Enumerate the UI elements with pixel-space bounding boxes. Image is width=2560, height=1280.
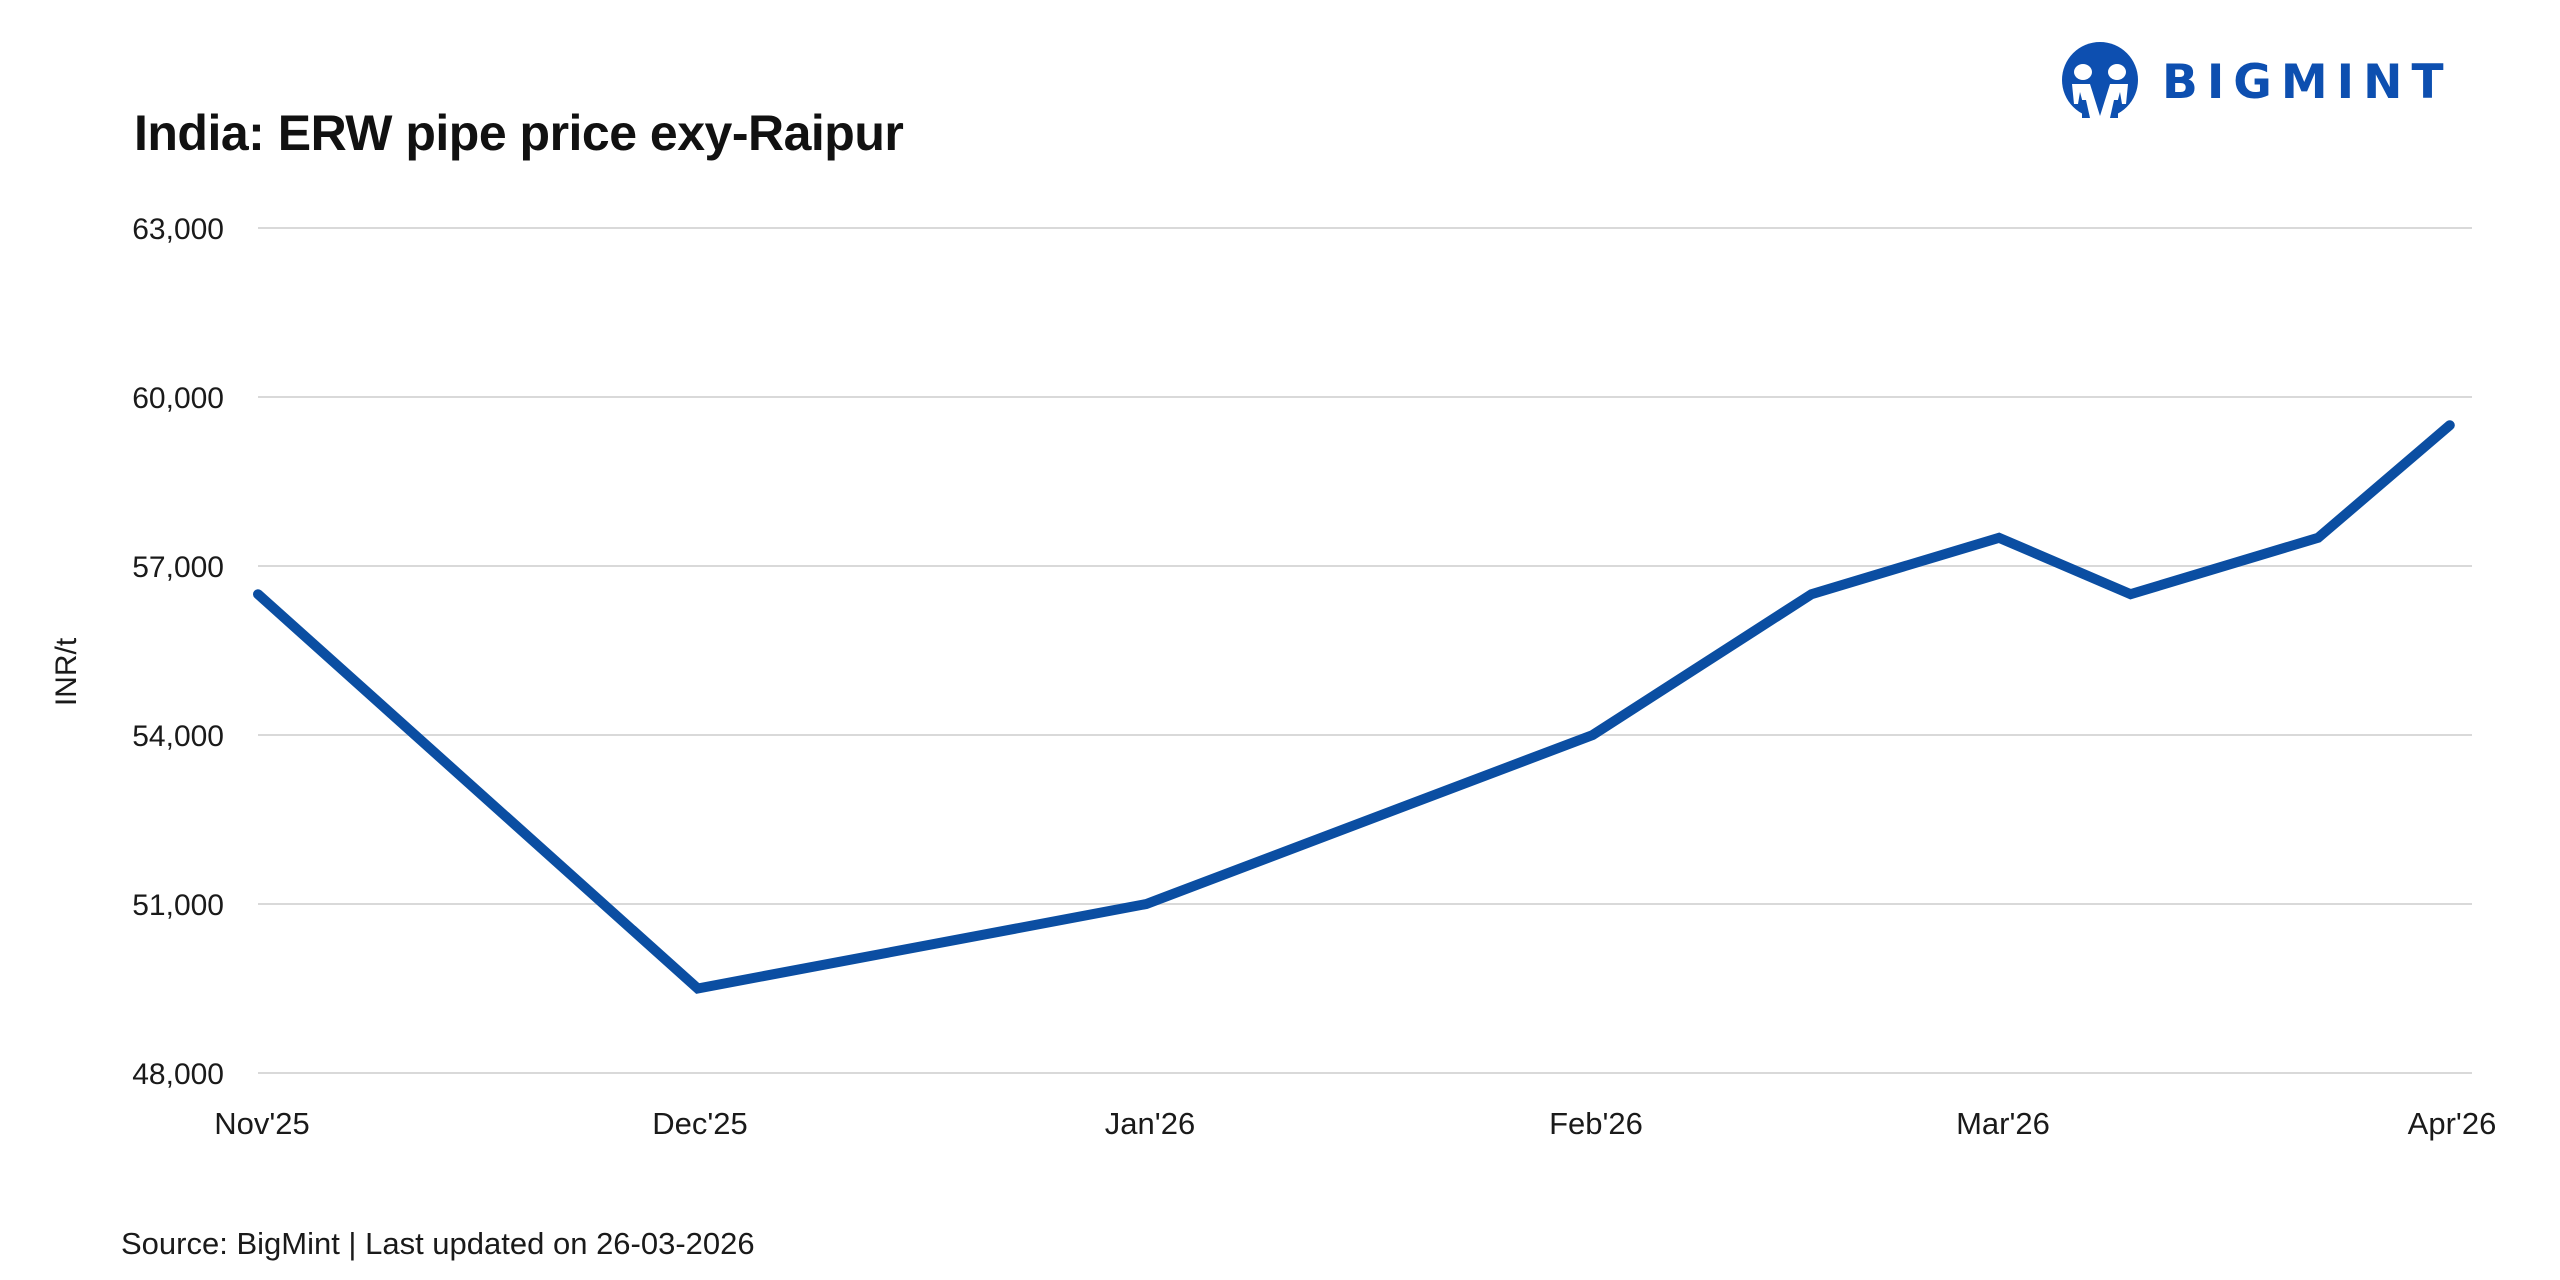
gridlines xyxy=(258,227,2472,1074)
line-chart: 48,000 51,000 54,000 57,000 60,000 63,000 Nov… xyxy=(50,213,2496,1141)
y-axis-title: INR/t xyxy=(50,637,83,706)
x-tick-label: Mar'26 xyxy=(1956,1106,2050,1141)
x-tick-label: Nov'25 xyxy=(214,1106,310,1141)
x-axis-ticks: Nov'25 Dec'25 Jan'26 Feb'26 Mar'26 Apr'26 xyxy=(214,1106,2496,1141)
logo-wordmark: BIGMINT xyxy=(2162,54,2453,110)
x-tick-label: Apr'26 xyxy=(2408,1106,2497,1141)
x-tick-label: Dec'25 xyxy=(652,1106,748,1141)
x-tick-label: Feb'26 xyxy=(1549,1106,1643,1141)
bigmint-logo: BIGMINT xyxy=(2060,42,2453,122)
y-tick-label: 60,000 xyxy=(132,382,224,415)
y-tick-label: 51,000 xyxy=(132,889,224,922)
y-tick-label: 54,000 xyxy=(132,720,224,753)
y-tick-label: 57,000 xyxy=(132,551,224,584)
y-tick-label: 63,000 xyxy=(132,213,224,246)
price-line xyxy=(253,420,2455,994)
bigmint-people-icon xyxy=(2062,42,2138,122)
source-note: Source: BigMint | Last updated on 26-03-… xyxy=(121,1226,755,1261)
x-tick-label: Jan'26 xyxy=(1105,1106,1195,1141)
y-axis-ticks: 48,000 51,000 54,000 57,000 60,000 63,000 xyxy=(132,213,224,1091)
chart-title: India: ERW pipe price exy-Raipur xyxy=(134,105,904,161)
y-tick-label: 48,000 xyxy=(132,1058,224,1091)
